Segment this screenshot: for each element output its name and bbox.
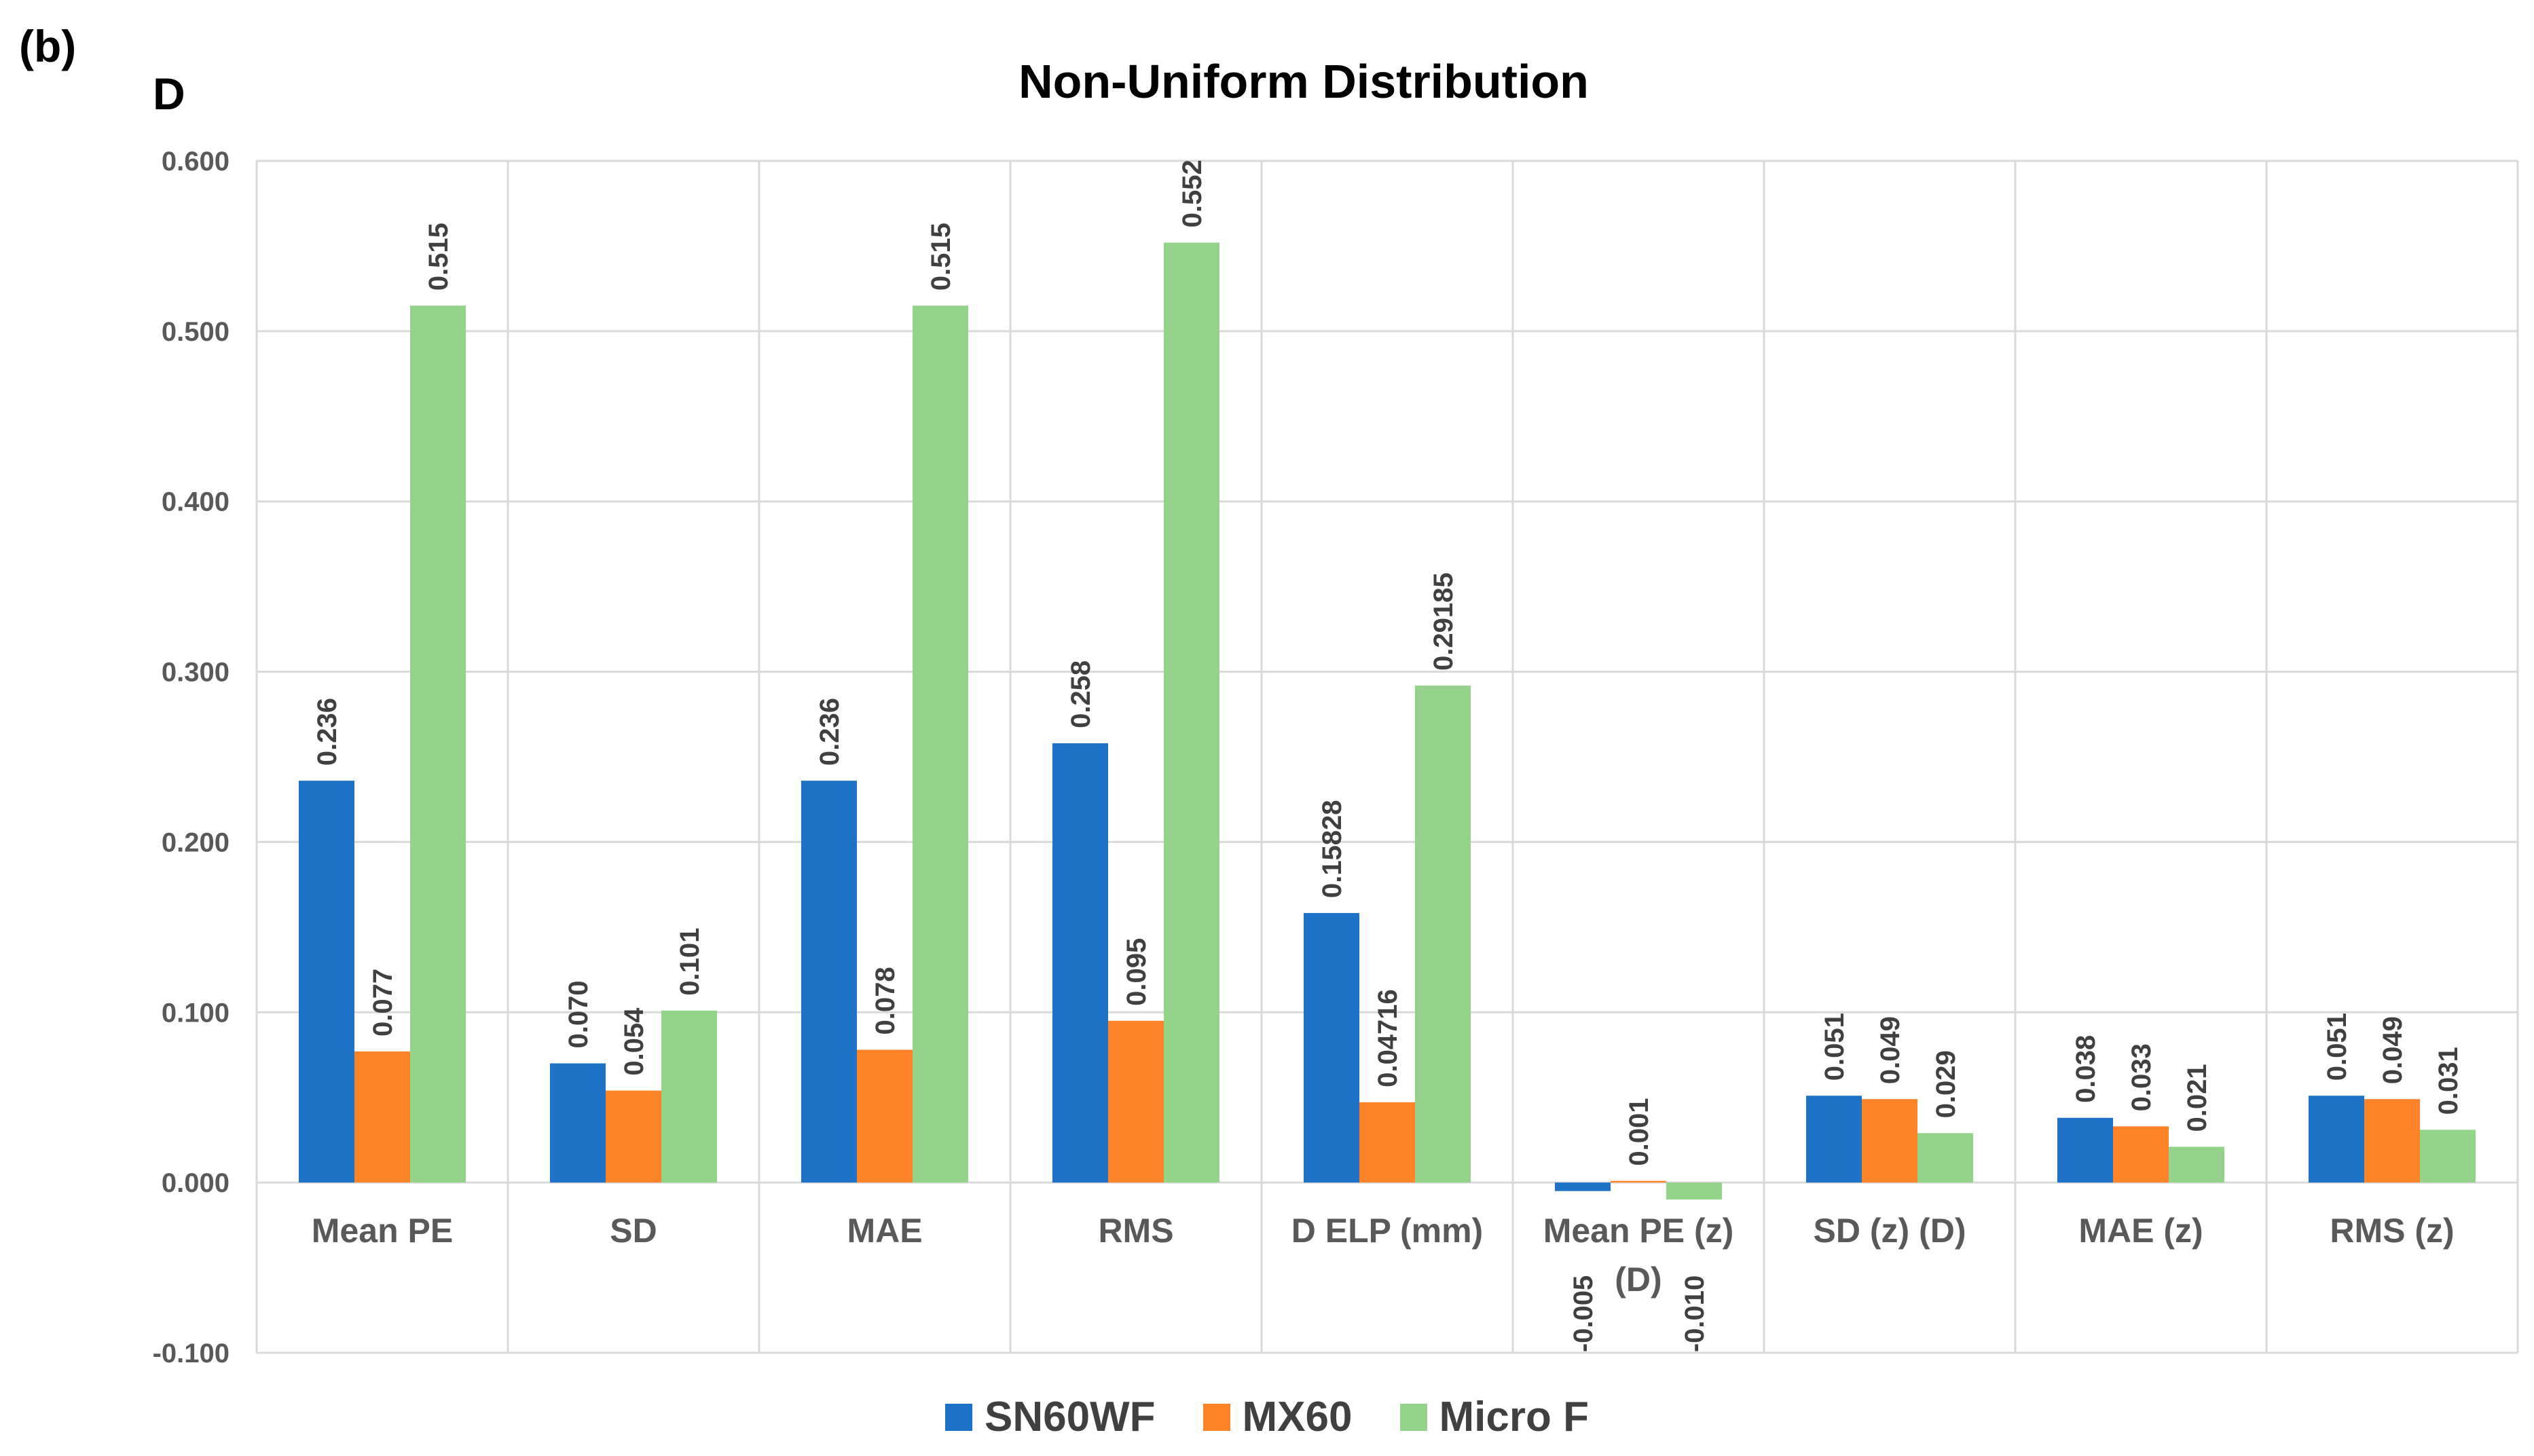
bar-mx60 <box>857 1049 913 1183</box>
data-label: 0.077 <box>368 969 398 1037</box>
data-label: 0.15828 <box>1317 800 1347 898</box>
data-label: 0.049 <box>2378 1016 2408 1084</box>
y-tick-label: 0.100 <box>162 998 229 1028</box>
y-tick-label: 0.000 <box>162 1168 229 1198</box>
data-label: 0.236 <box>312 698 342 766</box>
data-label: 0.515 <box>926 223 956 291</box>
bar-micro-f <box>661 1010 717 1183</box>
data-label: 0.04716 <box>1373 989 1403 1087</box>
data-label: 0.258 <box>1066 660 1096 728</box>
data-label: 0.051 <box>2322 1013 2352 1081</box>
sub-label: D <box>153 69 185 119</box>
y-tick-label: 0.400 <box>162 487 229 517</box>
bar-sn60wf <box>1052 743 1108 1183</box>
data-label: -0.005 <box>1568 1275 1598 1352</box>
legend-swatch-sn60wf <box>945 1403 973 1431</box>
data-label: -0.010 <box>1680 1275 1710 1352</box>
bar-micro-f <box>410 305 466 1183</box>
bar-sn60wf <box>1555 1182 1611 1191</box>
bar-micro-f <box>2420 1130 2476 1183</box>
data-label: 0.001 <box>1624 1098 1654 1166</box>
data-label: 0.033 <box>2127 1043 2156 1111</box>
bar-mx60 <box>354 1051 410 1183</box>
bar-micro-f <box>1415 686 1471 1183</box>
legend-item-micro-f: Micro F <box>1399 1393 1589 1441</box>
bar-sn60wf <box>550 1063 606 1183</box>
data-label: 0.095 <box>1122 938 1152 1006</box>
bar-mx60 <box>2364 1099 2420 1183</box>
legend-swatch-mx60 <box>1202 1403 1230 1431</box>
x-tick-label: RMS <box>1098 1212 1173 1250</box>
x-tick-label: MAE (z) <box>2078 1212 2203 1250</box>
data-label: 0.236 <box>815 698 845 766</box>
panel-label: (b) <box>19 21 77 71</box>
data-label: 0.054 <box>619 1007 649 1076</box>
data-label: 0.051 <box>1820 1013 1850 1081</box>
legend-label-mx60: MX60 <box>1242 1394 1353 1440</box>
x-tick-label: MAE <box>847 1212 922 1250</box>
data-label: 0.029 <box>1931 1050 1961 1118</box>
data-label: 0.021 <box>2182 1064 2212 1132</box>
bar-sn60wf <box>299 781 354 1183</box>
data-label: 0.29185 <box>1429 572 1458 671</box>
x-tick-label: D ELP (mm) <box>1291 1212 1483 1250</box>
y-tick-label: 0.200 <box>162 827 229 857</box>
x-tick-label: Mean PE (z) <box>1543 1212 1734 1250</box>
y-tick-label: 0.500 <box>162 317 229 347</box>
bar-sn60wf <box>2057 1117 2113 1183</box>
bar-micro-f <box>1164 242 1219 1183</box>
y-tick-label: -0.100 <box>153 1339 229 1368</box>
bar-micro-f <box>2169 1146 2224 1183</box>
data-label: 0.049 <box>1875 1016 1905 1084</box>
data-label: 0.515 <box>424 223 454 291</box>
bar-mx60 <box>1359 1102 1415 1183</box>
x-tick-label: (D) <box>1615 1261 1661 1299</box>
data-label: 0.038 <box>2071 1035 2101 1103</box>
data-label: 0.070 <box>564 980 593 1048</box>
x-tick-label: SD <box>610 1212 657 1250</box>
bar-mx60 <box>1108 1020 1164 1183</box>
chart-title: Non-Uniform Distribution <box>1018 55 1589 108</box>
bar-micro-f <box>1917 1133 1973 1183</box>
data-label: 0.078 <box>870 967 900 1034</box>
bar-micro-f <box>913 305 968 1183</box>
bar-sn60wf <box>2309 1096 2364 1183</box>
bar-mx60 <box>606 1090 661 1183</box>
legend-item-mx60: MX60 <box>1202 1393 1353 1441</box>
bar-mx60 <box>2113 1126 2169 1183</box>
x-tick-label: Mean PE <box>312 1212 453 1250</box>
bar-sn60wf <box>801 781 857 1183</box>
data-label: 0.101 <box>675 928 705 996</box>
bar-sn60wf <box>1806 1096 1862 1183</box>
legend-label-micro-f: Micro F <box>1439 1394 1589 1440</box>
bar-mx60 <box>1611 1180 1666 1183</box>
bar-mx60 <box>1862 1099 1917 1183</box>
data-label: 0.552 <box>1177 160 1207 227</box>
y-tick-label: 0.600 <box>162 147 229 176</box>
bar-micro-f <box>1666 1182 1722 1200</box>
legend-swatch-micro-f <box>1399 1403 1427 1431</box>
legend-label-sn60wf: SN60WF <box>985 1394 1156 1440</box>
data-label: 0.031 <box>2434 1047 2463 1115</box>
x-tick-label: RMS (z) <box>2330 1212 2454 1250</box>
legend-item-sn60wf: SN60WF <box>945 1393 1156 1441</box>
y-tick-label: 0.300 <box>162 658 229 688</box>
chart-legend: SN60WF MX60 Micro F <box>0 1393 2534 1441</box>
x-tick-label: SD (z) (D) <box>1814 1212 1966 1250</box>
bar-sn60wf <box>1304 913 1359 1183</box>
